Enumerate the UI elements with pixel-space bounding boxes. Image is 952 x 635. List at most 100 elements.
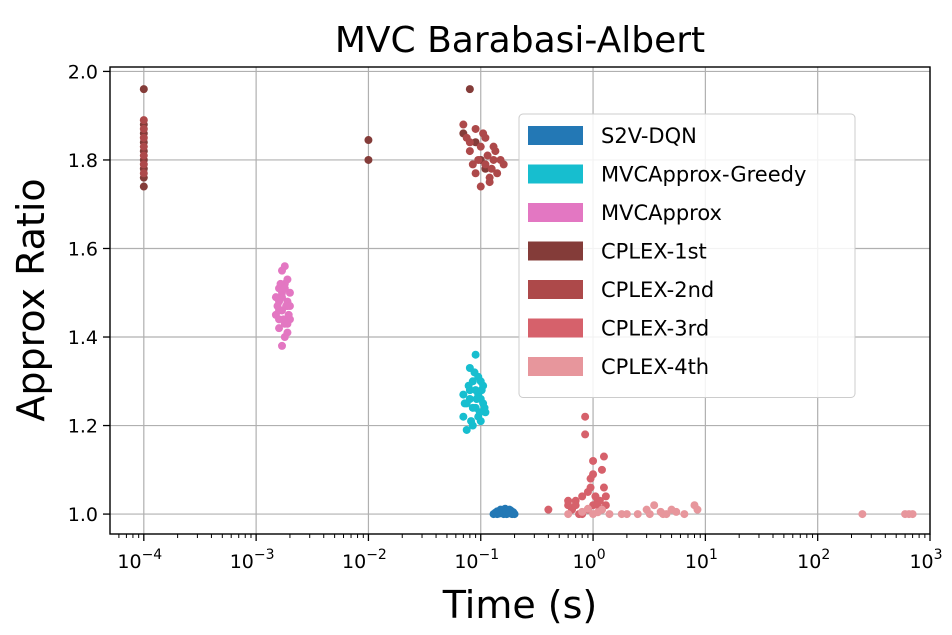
data-point (680, 510, 689, 519)
data-point (468, 160, 477, 169)
chart-title: MVC Barabasi-Albert (335, 20, 705, 61)
data-point (139, 116, 148, 125)
legend-label: S2V-DQN (601, 124, 697, 148)
data-point (139, 133, 148, 142)
data-point (564, 496, 573, 505)
data-point (489, 155, 498, 164)
data-point (465, 138, 474, 147)
points-layer (139, 85, 917, 519)
data-point (364, 155, 373, 164)
data-point (485, 178, 494, 187)
data-point (364, 136, 373, 145)
data-point (472, 394, 481, 403)
data-point (672, 507, 681, 516)
legend-swatch (528, 203, 583, 222)
series-mvcapprox (271, 262, 294, 350)
data-point (471, 386, 480, 395)
series-s2v-dqn (489, 504, 519, 519)
data-point (474, 155, 483, 164)
data-point (139, 142, 148, 151)
data-point (601, 492, 610, 501)
data-point (139, 169, 148, 178)
data-point (468, 403, 477, 412)
data-point (481, 160, 490, 169)
x-tick-label: 102 (797, 547, 830, 573)
data-point (599, 483, 608, 492)
data-point (693, 505, 702, 514)
data-point (459, 120, 468, 129)
legend-box (518, 113, 856, 398)
series-cplex-2nd (139, 116, 508, 191)
legend-swatch (528, 318, 583, 338)
series-cplex-3rd (544, 412, 610, 519)
data-point (278, 293, 287, 302)
series-cplex-4th (564, 501, 917, 519)
data-point (505, 509, 514, 518)
data-point (139, 182, 148, 191)
data-point (467, 417, 476, 426)
data-point (564, 510, 573, 519)
data-point (139, 85, 148, 94)
legend-swatch (528, 280, 583, 299)
data-point (285, 302, 294, 311)
y-tick-label: 1.8 (68, 150, 98, 172)
data-point (487, 164, 496, 173)
y-tick-label: 1.6 (68, 238, 98, 260)
data-point (544, 505, 553, 514)
data-point (480, 403, 489, 412)
data-point (858, 510, 867, 519)
data-point (284, 310, 293, 319)
data-point (499, 160, 508, 169)
data-point (593, 508, 602, 517)
data-point (459, 412, 468, 421)
x-axis-title: Time (s) (442, 583, 598, 627)
legend-label: MVCApprox (601, 201, 722, 225)
data-point (459, 390, 468, 399)
data-point (275, 315, 284, 324)
x-tick-label: 103 (909, 547, 942, 573)
y-tick-label: 2.0 (68, 61, 98, 83)
data-point (605, 510, 614, 519)
data-point (476, 142, 485, 151)
data-point (465, 85, 474, 94)
data-point (633, 510, 642, 519)
data-point (275, 324, 284, 333)
x-tick-label: 100 (573, 547, 606, 573)
data-point (283, 319, 292, 328)
data-point (597, 465, 606, 474)
x-tick-label: 10−1 (454, 547, 499, 573)
series-mvcapprox-greedy (459, 350, 490, 434)
legend-label: CPLEX-4th (601, 355, 709, 379)
data-point (471, 124, 480, 133)
data-point (586, 474, 595, 483)
data-point (650, 501, 659, 510)
data-point (583, 504, 592, 513)
ticks-layer: 10−4 10−3 10−2 10−1 100 101 102 103 1.0 1.2 1.4 1.6… (68, 61, 943, 573)
legend-label: MVCApprox-Greedy (601, 163, 806, 187)
data-point (581, 412, 590, 421)
data-point (578, 492, 587, 501)
x-tick-label: 101 (685, 547, 718, 573)
data-point (491, 508, 500, 517)
data-point (460, 399, 469, 408)
data-point (283, 275, 292, 284)
data-point (465, 147, 474, 156)
legend-swatch (528, 126, 583, 145)
data-point (645, 510, 654, 519)
data-point (278, 341, 287, 350)
legend-swatch (528, 357, 583, 376)
y-axis-title: Approx Ratio (9, 178, 53, 421)
data-point (622, 510, 631, 519)
data-point (493, 169, 502, 178)
series-cplex-1st (139, 85, 490, 191)
data-point (589, 456, 598, 465)
data-point (571, 501, 580, 510)
data-point (470, 368, 479, 377)
data-point (462, 425, 471, 434)
data-point (477, 386, 486, 395)
legend: S2V-DQN MVCApprox-Greedy MVCApprox CPLEX-1s… (518, 113, 856, 398)
data-point (599, 452, 608, 461)
data-point (483, 151, 492, 160)
y-tick-label: 1.0 (68, 504, 98, 526)
